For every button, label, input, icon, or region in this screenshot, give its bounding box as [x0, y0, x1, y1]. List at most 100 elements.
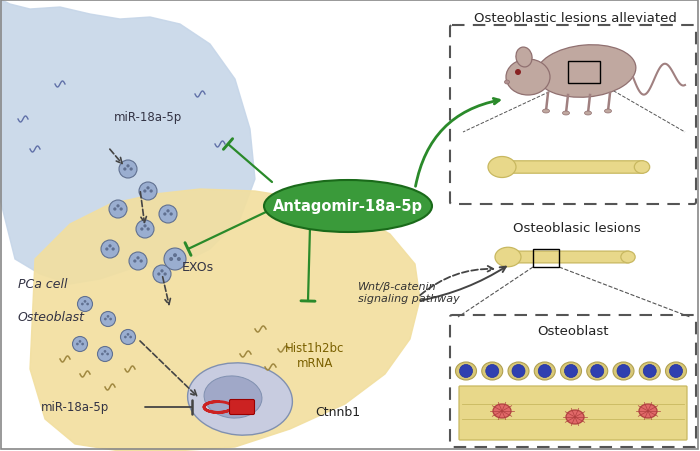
- Polygon shape: [0, 0, 255, 285]
- Circle shape: [127, 333, 130, 336]
- Circle shape: [159, 206, 177, 224]
- Circle shape: [146, 187, 150, 190]
- Ellipse shape: [534, 362, 555, 380]
- FancyBboxPatch shape: [230, 400, 255, 414]
- Circle shape: [84, 300, 86, 303]
- FancyBboxPatch shape: [459, 386, 687, 440]
- Text: Hist1h2bc
mRNA: Hist1h2bc mRNA: [286, 341, 344, 369]
- Ellipse shape: [584, 112, 592, 116]
- Ellipse shape: [561, 362, 582, 380]
- Circle shape: [101, 353, 104, 355]
- Circle shape: [136, 221, 154, 239]
- Circle shape: [164, 273, 167, 276]
- Circle shape: [158, 273, 160, 276]
- Circle shape: [101, 240, 119, 258]
- Circle shape: [139, 183, 157, 201]
- Ellipse shape: [264, 180, 432, 232]
- Circle shape: [119, 161, 137, 179]
- FancyBboxPatch shape: [450, 26, 696, 205]
- Circle shape: [139, 260, 143, 263]
- Text: Osteoblast: Osteoblast: [18, 311, 85, 324]
- Circle shape: [167, 210, 169, 213]
- Text: Wnt/β-catenin
signaling pathway: Wnt/β-catenin signaling pathway: [358, 281, 460, 303]
- Ellipse shape: [536, 46, 636, 98]
- Ellipse shape: [634, 161, 650, 174]
- Circle shape: [108, 245, 111, 248]
- Polygon shape: [30, 189, 420, 451]
- Circle shape: [105, 248, 108, 251]
- Circle shape: [177, 258, 181, 262]
- Circle shape: [78, 297, 92, 312]
- Circle shape: [130, 168, 133, 171]
- Circle shape: [124, 336, 127, 339]
- Circle shape: [669, 365, 682, 377]
- Circle shape: [129, 253, 147, 271]
- Ellipse shape: [508, 362, 529, 380]
- Circle shape: [106, 315, 109, 318]
- Circle shape: [109, 201, 127, 219]
- Ellipse shape: [639, 362, 660, 380]
- Ellipse shape: [613, 362, 634, 380]
- Circle shape: [591, 365, 603, 377]
- Circle shape: [515, 70, 521, 76]
- Bar: [533, 249, 559, 267]
- Circle shape: [116, 205, 120, 208]
- Ellipse shape: [204, 376, 262, 418]
- Circle shape: [76, 343, 78, 345]
- Circle shape: [169, 258, 173, 262]
- Text: Ctnnb1: Ctnnb1: [315, 405, 360, 419]
- Circle shape: [127, 165, 130, 168]
- Ellipse shape: [621, 252, 635, 263]
- Text: miR-18a-5p: miR-18a-5p: [114, 111, 182, 124]
- Circle shape: [486, 365, 498, 377]
- Ellipse shape: [506, 60, 550, 96]
- Ellipse shape: [493, 404, 511, 418]
- Circle shape: [104, 350, 106, 353]
- Circle shape: [643, 365, 657, 377]
- Circle shape: [617, 365, 630, 377]
- Circle shape: [130, 336, 132, 339]
- Text: Osteoblastic lesions alleviated: Osteoblastic lesions alleviated: [474, 12, 676, 25]
- Circle shape: [164, 249, 186, 271]
- Bar: [568, 62, 600, 84]
- Circle shape: [140, 228, 143, 231]
- Circle shape: [97, 347, 113, 362]
- Ellipse shape: [605, 110, 612, 114]
- Circle shape: [120, 330, 136, 345]
- Ellipse shape: [505, 81, 510, 85]
- Ellipse shape: [563, 112, 570, 116]
- Text: Osteoblast: Osteoblast: [538, 324, 609, 337]
- Circle shape: [111, 248, 115, 251]
- Circle shape: [144, 190, 146, 193]
- Circle shape: [150, 190, 153, 193]
- Circle shape: [538, 365, 552, 377]
- Circle shape: [173, 253, 177, 258]
- Circle shape: [86, 303, 89, 306]
- Circle shape: [133, 260, 136, 263]
- Text: miR-18a-5p: miR-18a-5p: [41, 400, 109, 414]
- Circle shape: [120, 208, 122, 211]
- Ellipse shape: [566, 410, 584, 424]
- FancyBboxPatch shape: [506, 252, 630, 263]
- FancyBboxPatch shape: [500, 161, 644, 174]
- Text: EXOs: EXOs: [182, 261, 214, 274]
- Circle shape: [78, 340, 81, 343]
- Circle shape: [73, 337, 88, 352]
- Circle shape: [163, 213, 167, 216]
- Ellipse shape: [542, 110, 550, 114]
- Circle shape: [113, 208, 116, 211]
- Circle shape: [106, 353, 109, 355]
- Circle shape: [153, 265, 171, 283]
- Ellipse shape: [516, 48, 532, 68]
- Circle shape: [144, 225, 146, 228]
- Circle shape: [104, 318, 106, 321]
- Ellipse shape: [495, 248, 521, 267]
- Circle shape: [160, 270, 164, 273]
- Circle shape: [146, 228, 150, 231]
- Circle shape: [101, 312, 116, 327]
- Text: Antagomir-18a-5p: Antagomir-18a-5p: [273, 199, 423, 214]
- Circle shape: [169, 213, 173, 216]
- Ellipse shape: [188, 363, 293, 435]
- Circle shape: [136, 257, 139, 260]
- Circle shape: [81, 343, 84, 345]
